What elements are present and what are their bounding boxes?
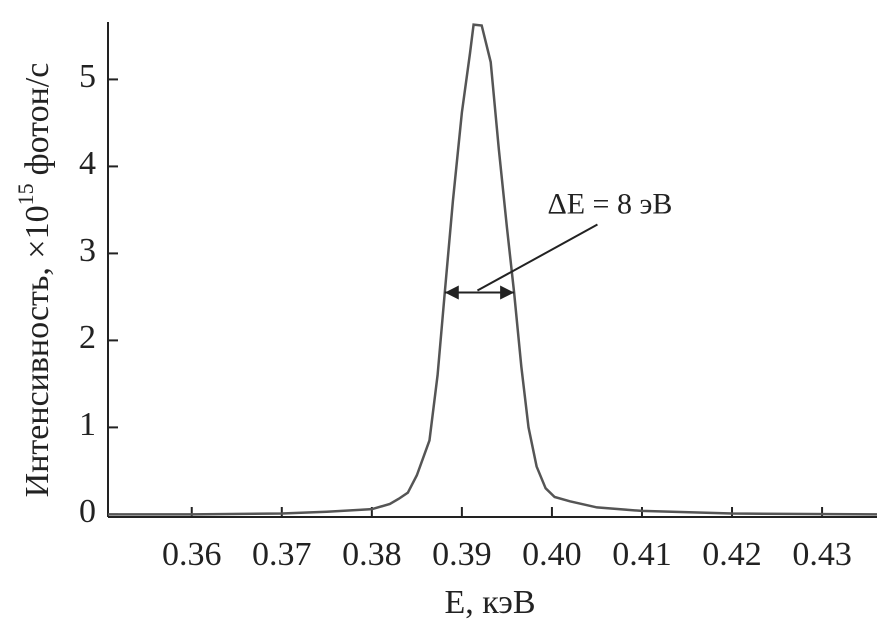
y-label-unit: фотон/с	[19, 63, 56, 176]
x-tick-label: 0.39	[432, 536, 492, 573]
y-tick-label: 0	[79, 493, 96, 530]
y-tick-label: 1	[79, 406, 96, 443]
y-tick-label: 2	[79, 319, 96, 356]
annotation: ΔE = 8 эВ	[547, 187, 672, 220]
x-tick-label: 0.38	[342, 536, 402, 573]
x-tick-label: 0.37	[252, 536, 312, 573]
data-line	[108, 23, 877, 516]
x-tick-label: 0.41	[612, 536, 672, 573]
y-tick-label: 4	[79, 145, 96, 182]
x-axis-label: E, кэВ	[444, 584, 535, 621]
y-tick-label: 3	[79, 232, 96, 269]
x-tick-label: 0.36	[162, 536, 222, 573]
y-label-exponent: 15	[13, 183, 38, 205]
y-label-main: Интенсивность, ×10	[19, 205, 56, 497]
x-tick-label: 0.43	[792, 536, 852, 573]
annotation-leader	[476, 223, 598, 292]
x-tick-label: 0.40	[522, 536, 582, 573]
y-axis-label: Интенсивность, ×1015 фотон/с	[13, 63, 56, 498]
x-tick-label: 0.42	[702, 536, 762, 573]
y-tick-label: 5	[79, 58, 96, 95]
